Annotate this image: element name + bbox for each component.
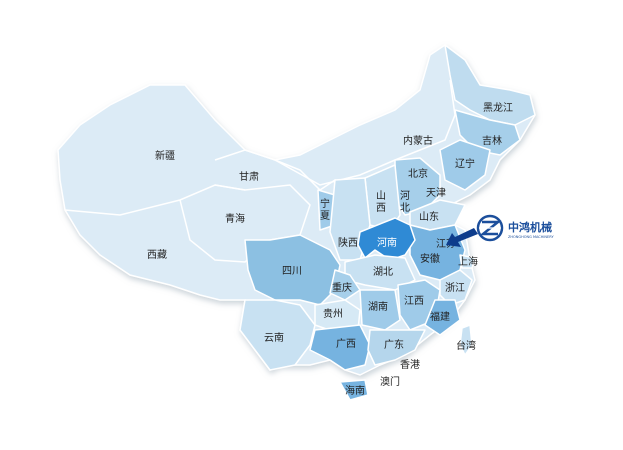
province-taiwan[interactable] <box>459 324 473 356</box>
label-shanghai: 上海 <box>458 255 478 268</box>
label-zhejiang: 浙江 <box>445 282 465 294</box>
label-chongqing: 重庆 <box>332 281 352 294</box>
label-yunnan: 云南 <box>264 331 284 344</box>
brand-name: 中鸿机械 <box>508 220 552 234</box>
label-shaanxi: 陕西 <box>338 236 358 249</box>
province-liaoning[interactable] <box>439 139 491 191</box>
label-hainan: 海南 <box>345 384 365 397</box>
label-shanxi-2: 西 <box>376 203 386 214</box>
label-shanxi-1: 山 <box>376 190 386 202</box>
label-guizhou: 贵州 <box>323 307 343 320</box>
label-beijing: 北京 <box>408 167 428 180</box>
label-ningxia-1: 宁 <box>320 197 330 210</box>
province-sichuan[interactable] <box>244 234 341 306</box>
label-hubei: 湖北 <box>373 266 393 278</box>
province-chongqing[interactable] <box>329 269 361 301</box>
label-ningxia-2: 夏 <box>320 210 330 222</box>
label-henan: 河南 <box>377 236 397 249</box>
province-guangdong[interactable] <box>367 329 426 366</box>
label-tianjin: 天津 <box>426 187 446 199</box>
label-qinghai: 青海 <box>225 212 245 225</box>
label-jiangxi: 江西 <box>404 295 424 307</box>
label-hebei-1: 河 <box>400 190 410 202</box>
province-yunnan[interactable] <box>239 299 316 371</box>
province-hunan[interactable] <box>359 289 401 331</box>
label-sichuan: 四川 <box>282 266 302 277</box>
label-shandong: 山东 <box>419 210 439 223</box>
label-jilin: 吉林 <box>482 134 502 147</box>
label-guangdong: 广东 <box>384 338 404 351</box>
province-labels: 新疆 西藏 青海 甘肃 内蒙古 黑龙江 吉林 辽宁 北京 天津 河 北 山 西 … <box>147 101 513 397</box>
label-liaoning: 辽宁 <box>455 157 475 170</box>
province-heilongjiang[interactable] <box>444 44 536 126</box>
border-inner-mongolia <box>274 79 456 186</box>
z-circle-logo-icon <box>476 214 504 242</box>
company-logo: 中鸿机械 ZHONGHONG MACHINERY <box>476 214 554 242</box>
label-taiwan: 台湾 <box>456 339 476 352</box>
brand-subtitle: ZHONGHONG MACHINERY <box>508 235 554 239</box>
label-gansu: 甘肃 <box>239 170 259 183</box>
label-hebei-2: 北 <box>400 202 410 214</box>
province-shanghai[interactable] <box>459 254 476 269</box>
label-macau: 澳门 <box>380 375 400 388</box>
province-fujian[interactable] <box>424 299 461 336</box>
label-xinjiang: 新疆 <box>155 149 175 162</box>
label-hongkong: 香港 <box>400 359 420 371</box>
label-hunan: 湖南 <box>368 300 388 313</box>
label-guangxi: 广西 <box>336 338 356 350</box>
label-fujian: 福建 <box>430 310 450 323</box>
province-zhejiang[interactable] <box>439 269 473 306</box>
province-hainan[interactable] <box>339 379 369 401</box>
label-anhui: 安徽 <box>420 252 440 265</box>
location-arrow-icon <box>446 228 478 247</box>
label-tibet: 西藏 <box>147 249 167 261</box>
label-heilongjiang: 黑龙江 <box>483 101 513 114</box>
label-inner-mongolia: 内蒙古 <box>403 134 433 147</box>
province-guangxi[interactable] <box>309 324 371 371</box>
